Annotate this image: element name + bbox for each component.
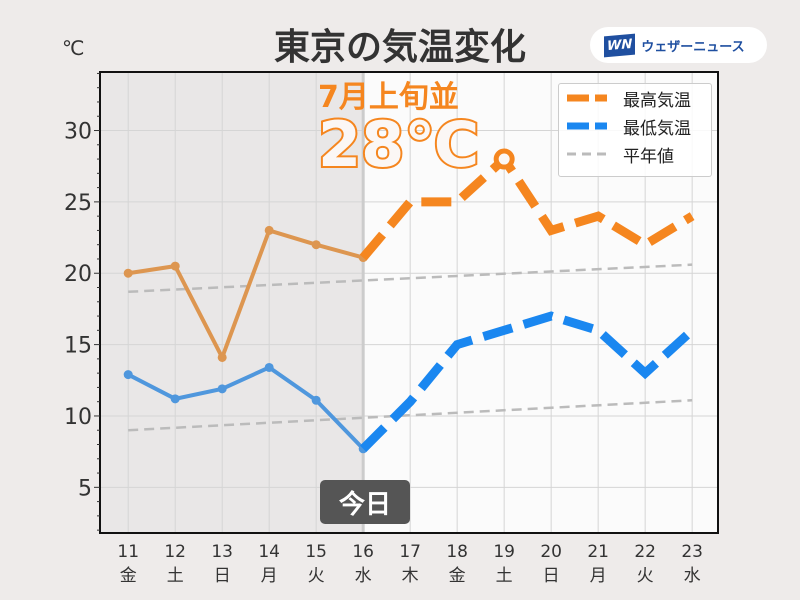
y-tick-label: 10 <box>64 405 92 430</box>
low-observed-point <box>123 370 133 380</box>
low-forecast-line <box>359 311 696 452</box>
x-tick-day: 19 <box>493 542 515 562</box>
y-tick-label: 20 <box>64 262 92 287</box>
x-tick-day: 21 <box>587 542 609 562</box>
logo-text: ウェザーニュース <box>641 39 745 55</box>
high-observed-point <box>311 240 321 250</box>
x-tick-weekday: 火 <box>308 566 325 586</box>
legend-high-label: 最高気温 <box>623 90 691 111</box>
high-observed-line <box>127 227 364 363</box>
weathernews-logo: WN ウェザーニュース <box>590 27 767 63</box>
x-tick-day: 13 <box>211 542 233 562</box>
x-tick-weekday: 日 <box>214 566 231 586</box>
y-tick-label: 5 <box>78 476 92 501</box>
x-tick-day: 22 <box>634 542 656 562</box>
today-label: 今日 <box>320 480 410 524</box>
legend-normal: 平年値 <box>567 140 711 168</box>
y-tick-label: 25 <box>64 191 92 216</box>
low-observed-point <box>217 384 227 394</box>
legend-low-label: 最低気温 <box>623 118 691 139</box>
x-tick-weekday: 土 <box>496 566 513 586</box>
x-tick-weekday: 土 <box>167 566 184 586</box>
x-tick-day: 11 <box>117 542 139 562</box>
low-observed-line <box>127 365 365 451</box>
x-tick-weekday: 月 <box>261 566 278 586</box>
x-tick-day: 18 <box>446 542 468 562</box>
x-tick-weekday: 木 <box>402 566 419 586</box>
x-tick-day: 23 <box>681 542 703 562</box>
peak-marker <box>493 148 515 170</box>
x-tick-weekday: 金 <box>120 566 137 586</box>
normal-low-line <box>128 399 693 432</box>
x-tick-weekday: 水 <box>684 566 701 586</box>
x-tick-day: 12 <box>164 542 186 562</box>
chart-title: 東京の気温変化 <box>273 27 526 68</box>
x-tick-day: 17 <box>399 542 421 562</box>
x-tick-day: 14 <box>258 542 280 562</box>
low-observed-point <box>311 395 321 405</box>
plot-frame <box>99 71 719 534</box>
x-tick-weekday: 火 <box>637 566 654 586</box>
x-tick-weekday: 月 <box>590 566 607 586</box>
x-tick-day: 15 <box>305 542 327 562</box>
y-tick-label: 15 <box>64 334 92 359</box>
high-observed-point <box>170 261 180 271</box>
x-tick-weekday: 金 <box>449 566 466 586</box>
high-forecast-line <box>359 152 695 261</box>
normal-high-line <box>128 263 693 294</box>
annotation-temp: 28℃ <box>316 106 481 183</box>
high-observed-point <box>217 352 227 362</box>
y-tick-label: 30 <box>64 120 92 145</box>
y-axis-unit: ℃ <box>62 36 85 60</box>
low-observed-point <box>264 362 274 372</box>
x-tick-day: 20 <box>540 542 562 562</box>
annotation-season: 7月上旬並 <box>318 80 459 115</box>
past-region <box>100 72 364 533</box>
low-observed-point <box>170 394 180 404</box>
high-observed-point <box>264 225 274 235</box>
legend-normal-label: 平年値 <box>623 146 674 167</box>
x-tick-weekday: 水 <box>355 566 372 586</box>
legend: 最高気温 最低気温 平年値 <box>558 83 712 177</box>
x-tick-weekday: 日 <box>543 566 560 586</box>
high-observed-point <box>123 268 133 278</box>
x-tick-day: 16 <box>352 542 374 562</box>
legend-high: 最高気温 <box>567 84 711 112</box>
legend-low: 最低気温 <box>567 112 711 140</box>
